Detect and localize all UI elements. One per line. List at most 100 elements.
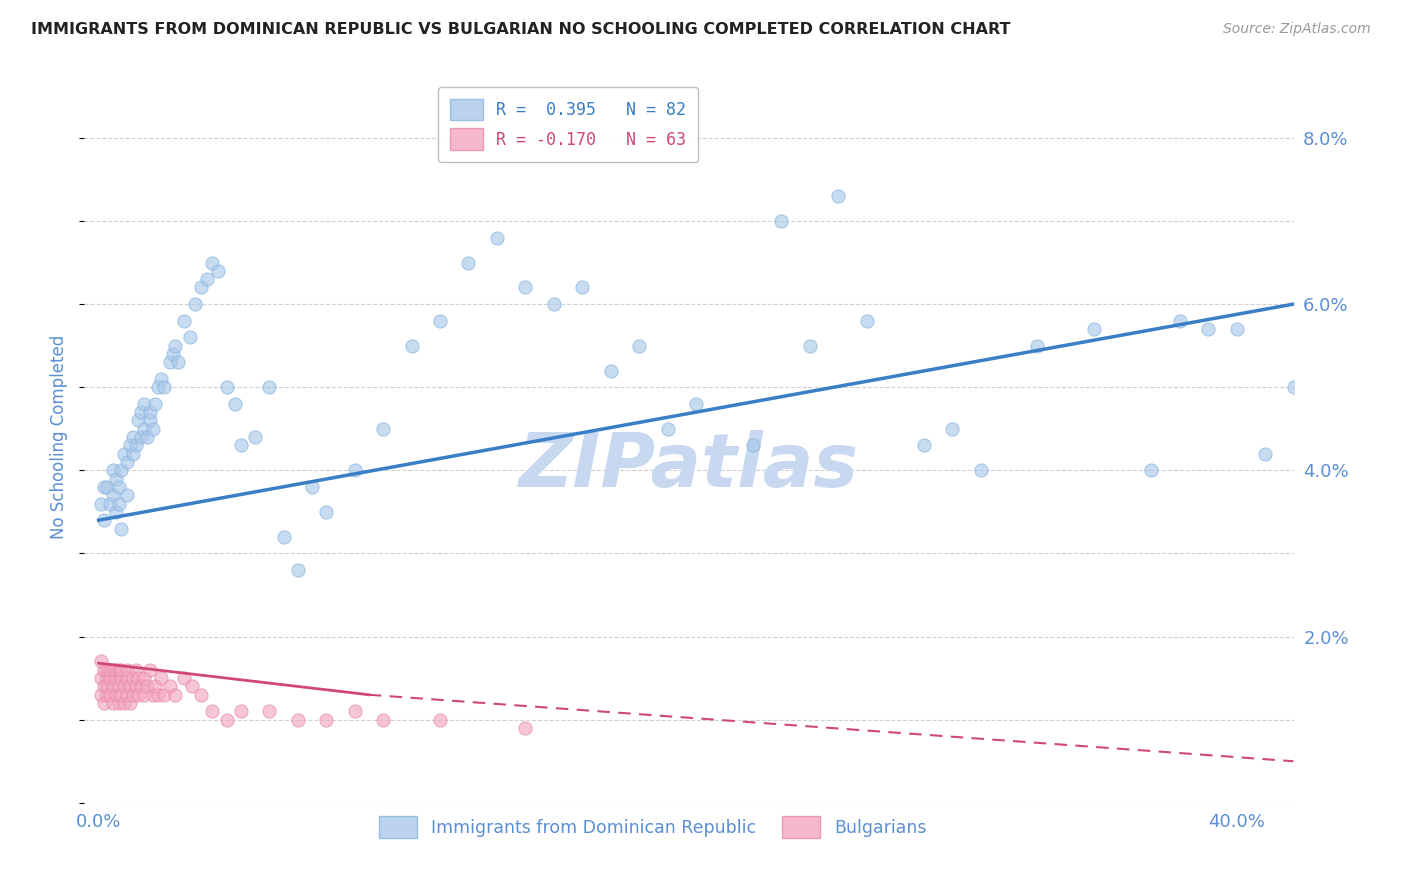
Point bbox=[127, 671, 149, 685]
Point bbox=[165, 688, 187, 702]
Point bbox=[104, 671, 127, 685]
Point bbox=[101, 463, 124, 477]
Point bbox=[145, 397, 167, 411]
Point bbox=[150, 671, 173, 685]
Point bbox=[93, 513, 115, 527]
Point bbox=[124, 663, 146, 677]
Point bbox=[224, 397, 246, 411]
Point bbox=[101, 663, 124, 677]
Point bbox=[104, 472, 127, 486]
Point bbox=[259, 705, 281, 719]
Point bbox=[90, 497, 112, 511]
Point bbox=[159, 680, 181, 694]
Point bbox=[96, 663, 118, 677]
Point bbox=[115, 455, 138, 469]
Point bbox=[742, 438, 765, 452]
Point bbox=[115, 671, 138, 685]
Point bbox=[190, 688, 212, 702]
Point bbox=[107, 480, 129, 494]
Point bbox=[98, 688, 121, 702]
Point bbox=[1197, 322, 1219, 336]
Point bbox=[90, 688, 112, 702]
Point bbox=[96, 671, 118, 685]
Point bbox=[96, 688, 118, 702]
Point bbox=[104, 688, 127, 702]
Point bbox=[343, 705, 366, 719]
Legend: Immigrants from Dominican Republic, Bulgarians: Immigrants from Dominican Republic, Bulg… bbox=[371, 809, 934, 846]
Point bbox=[110, 688, 132, 702]
Point bbox=[259, 380, 281, 394]
Point bbox=[543, 297, 565, 311]
Point bbox=[101, 488, 124, 502]
Point bbox=[371, 422, 394, 436]
Point bbox=[127, 688, 149, 702]
Point bbox=[127, 413, 149, 427]
Point bbox=[129, 430, 152, 444]
Point bbox=[1226, 322, 1249, 336]
Point bbox=[139, 413, 162, 427]
Point bbox=[229, 438, 252, 452]
Point bbox=[110, 663, 132, 677]
Point bbox=[571, 280, 593, 294]
Point bbox=[90, 671, 112, 685]
Point bbox=[301, 480, 323, 494]
Point bbox=[93, 696, 115, 710]
Point bbox=[1168, 314, 1191, 328]
Point bbox=[132, 688, 155, 702]
Text: Source: ZipAtlas.com: Source: ZipAtlas.com bbox=[1223, 22, 1371, 37]
Point bbox=[129, 680, 152, 694]
Point bbox=[139, 405, 162, 419]
Point bbox=[184, 297, 207, 311]
Point bbox=[93, 680, 115, 694]
Point bbox=[457, 255, 479, 269]
Point bbox=[107, 696, 129, 710]
Point bbox=[371, 713, 394, 727]
Text: IMMIGRANTS FROM DOMINICAN REPUBLIC VS BULGARIAN NO SCHOOLING COMPLETED CORRELATI: IMMIGRANTS FROM DOMINICAN REPUBLIC VS BU… bbox=[31, 22, 1011, 37]
Point bbox=[429, 314, 451, 328]
Point bbox=[343, 463, 366, 477]
Point bbox=[118, 438, 141, 452]
Point bbox=[287, 713, 309, 727]
Point bbox=[165, 338, 187, 352]
Point bbox=[195, 272, 218, 286]
Point bbox=[515, 280, 537, 294]
Point bbox=[96, 480, 118, 494]
Point bbox=[1140, 463, 1163, 477]
Point bbox=[98, 671, 121, 685]
Point bbox=[181, 680, 204, 694]
Point bbox=[855, 314, 877, 328]
Point bbox=[101, 680, 124, 694]
Point bbox=[124, 438, 146, 452]
Point bbox=[215, 380, 238, 394]
Point bbox=[912, 438, 935, 452]
Point bbox=[107, 663, 129, 677]
Point bbox=[148, 688, 170, 702]
Point bbox=[1254, 447, 1277, 461]
Point bbox=[118, 696, 141, 710]
Point bbox=[657, 422, 679, 436]
Point bbox=[1282, 380, 1305, 394]
Point bbox=[107, 497, 129, 511]
Point bbox=[110, 521, 132, 535]
Point bbox=[104, 505, 127, 519]
Point bbox=[770, 214, 793, 228]
Point bbox=[110, 463, 132, 477]
Point bbox=[136, 680, 159, 694]
Point bbox=[136, 430, 159, 444]
Point bbox=[98, 497, 121, 511]
Point bbox=[90, 655, 112, 669]
Point bbox=[148, 380, 170, 394]
Point bbox=[162, 347, 184, 361]
Point bbox=[132, 671, 155, 685]
Point bbox=[401, 338, 423, 352]
Point bbox=[121, 447, 143, 461]
Point bbox=[685, 397, 707, 411]
Point bbox=[153, 380, 176, 394]
Point bbox=[101, 696, 124, 710]
Point bbox=[1026, 338, 1049, 352]
Y-axis label: No Schooling Completed: No Schooling Completed bbox=[51, 335, 69, 539]
Point bbox=[315, 713, 337, 727]
Point bbox=[207, 264, 229, 278]
Point bbox=[121, 430, 143, 444]
Point bbox=[112, 447, 135, 461]
